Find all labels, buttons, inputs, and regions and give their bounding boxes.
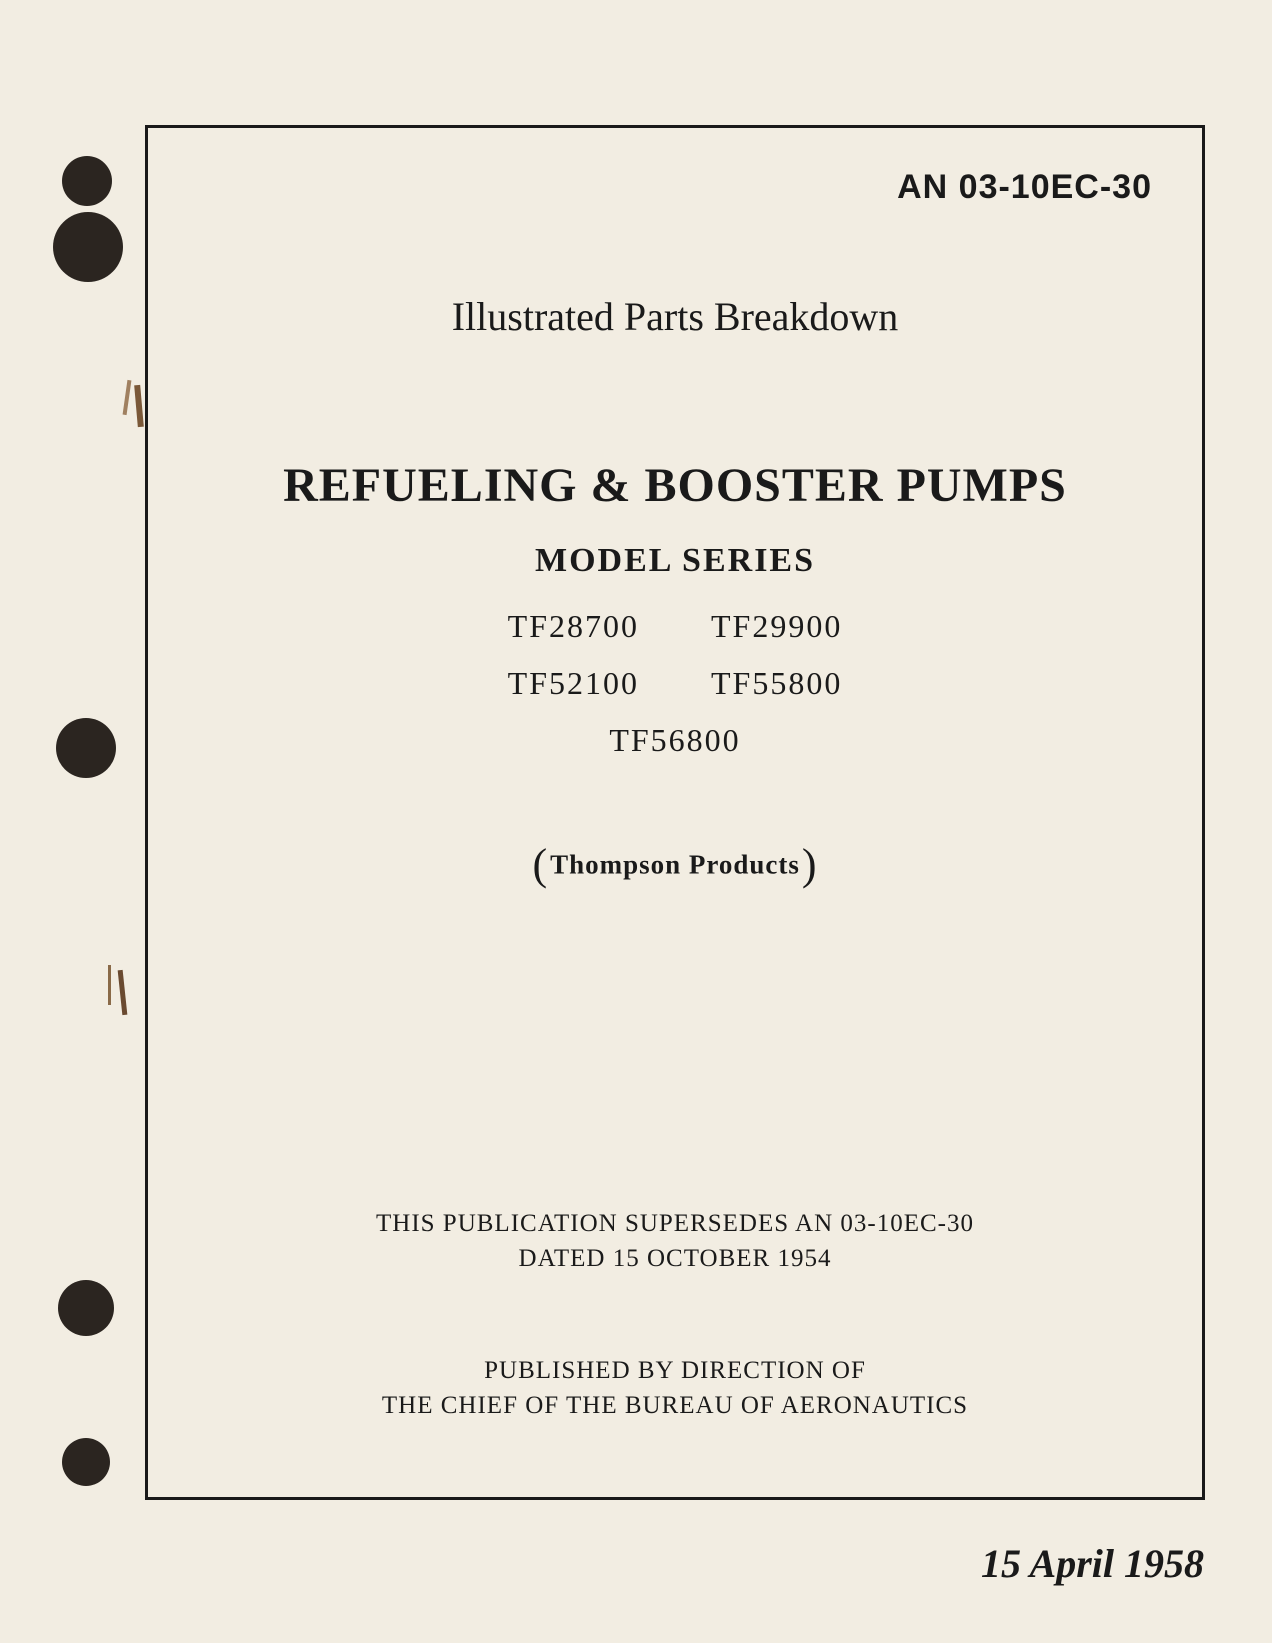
supersedes-notice: THIS PUBLICATION SUPERSEDES AN 03-10EC-3… [148,1206,1202,1276]
content-border: AN 03-10EC-30 Illustrated Parts Breakdow… [145,125,1205,1500]
supersedes-line: DATED 15 OCTOBER 1954 [148,1241,1202,1276]
punch-hole [58,1280,114,1336]
models-list: TF28700 TF29900 TF52100 TF55800 TF56800 [148,608,1202,759]
model-series-label: MODEL SERIES [148,542,1202,580]
publisher-notice: PUBLISHED BY DIRECTION OF THE CHIEF OF T… [148,1353,1202,1423]
punch-hole [62,156,112,206]
publication-date: 15 April 1958 [981,1540,1204,1587]
punch-hole [53,212,123,282]
scan-artifact [134,385,144,427]
models-row: TF28700 TF29900 [148,608,1202,645]
punch-hole [62,1438,110,1486]
document-number: AN 03-10EC-30 [897,168,1152,207]
publisher-line: PUBLISHED BY DIRECTION OF [148,1353,1202,1388]
document-main-title: REFUELING & BOOSTER PUMPS [148,458,1202,513]
model-number: TF52100 [508,665,639,702]
models-row: TF56800 [148,722,1202,759]
manufacturer-name: Thompson Products [148,842,1202,893]
scan-artifact [118,970,128,1015]
model-number: TF28700 [508,608,639,645]
models-row: TF52100 TF55800 [148,665,1202,702]
model-number: TF56800 [609,722,740,758]
document-subtitle: Illustrated Parts Breakdown [148,293,1202,340]
publisher-line: THE CHIEF OF THE BUREAU OF AERONAUTICS [148,1388,1202,1423]
supersedes-line: THIS PUBLICATION SUPERSEDES AN 03-10EC-3… [148,1206,1202,1241]
model-number: TF29900 [711,608,842,645]
document-page: AN 03-10EC-30 Illustrated Parts Breakdow… [0,0,1272,1643]
scan-artifact [123,380,132,415]
punch-hole [56,718,116,778]
model-number: TF55800 [711,665,842,702]
scan-artifact [108,965,111,1005]
